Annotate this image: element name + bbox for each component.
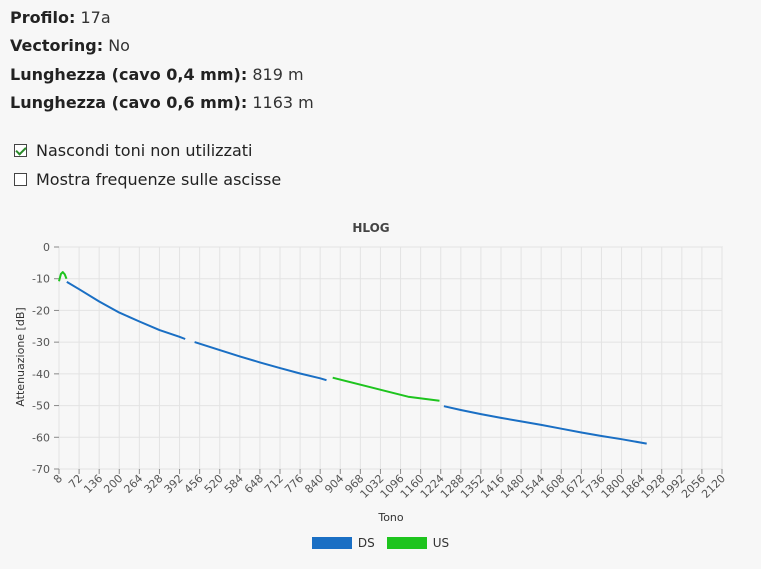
- series-line-ds: [443, 405, 647, 445]
- show-frequencies-option[interactable]: Mostra frequenze sulle ascisse: [14, 170, 281, 189]
- series-line-ds: [194, 341, 327, 382]
- y-tick-label: -20: [32, 304, 50, 317]
- length-04-label: Lunghezza (cavo 0,4 mm): [10, 65, 241, 84]
- vectoring-label: Vectoring: [10, 36, 97, 55]
- y-tick-label: -10: [32, 273, 50, 286]
- x-tick-label: 712: [262, 472, 286, 496]
- hide-unused-tones-label: Nascondi toni non utilizzati: [36, 141, 253, 160]
- chart-title: HLOG: [352, 221, 389, 235]
- profile-label: Profilo: [10, 8, 69, 27]
- hide-unused-tones-option[interactable]: Nascondi toni non utilizzati: [14, 141, 252, 160]
- length-04-line: Lunghezza (cavo 0,4 mm): 819 m: [10, 65, 304, 84]
- vectoring-line: Vectoring: No: [10, 36, 130, 55]
- chart-series: [58, 271, 647, 445]
- y-axis: 0 -10 -20 -30 -40 -50 -60 -70: [32, 241, 59, 476]
- x-tick-label: 584: [222, 472, 246, 496]
- legend-swatch-ds: [311, 537, 352, 549]
- x-tick-label: 2120: [699, 472, 728, 501]
- x-tick-label: 328: [142, 472, 166, 496]
- vectoring-value: No: [108, 36, 130, 55]
- x-tick-label: 8: [51, 472, 65, 486]
- y-tick-label: -50: [32, 400, 50, 413]
- x-tick-label: 904: [322, 472, 346, 496]
- length-04-value: 819 m: [252, 65, 304, 84]
- x-tick-label: 392: [162, 472, 186, 496]
- y-tick-label: 0: [43, 241, 50, 254]
- legend-label-ds: DS: [357, 536, 375, 550]
- chart-grid: [58, 246, 723, 470]
- x-tick-label: 840: [302, 472, 326, 496]
- show-frequencies-label: Mostra frequenze sulle ascisse: [36, 170, 282, 189]
- profile-value: 17a: [80, 8, 111, 27]
- x-tick-label: 456: [182, 472, 206, 496]
- x-axis-label: Tono: [377, 511, 404, 524]
- legend-label-us: US: [432, 536, 450, 550]
- hlog-chart: HLOG 0-10-20-30-40-50-60-70 8 72136200264…: [14, 221, 728, 524]
- y-tick-label: -30: [32, 336, 50, 349]
- legend-item-ds[interactable]: DS: [311, 536, 375, 550]
- legend-item-us[interactable]: US: [386, 536, 450, 550]
- hide-unused-tones-checkbox[interactable]: [14, 144, 27, 157]
- plot-area: [58, 246, 723, 470]
- x-tick-label: 648: [242, 472, 266, 496]
- x-tick-label: 200: [101, 472, 125, 496]
- x-tick-label: 136: [81, 472, 105, 496]
- y-tick-label: -60: [32, 431, 50, 444]
- x-tick-label: 776: [282, 472, 306, 496]
- y-tick-label: -70: [32, 463, 50, 476]
- length-06-label: Lunghezza (cavo 0,6 mm): [10, 93, 241, 112]
- series-line-ds: [66, 281, 186, 340]
- x-tick-label: 264: [121, 472, 145, 496]
- legend-swatch-us: [386, 537, 427, 549]
- series-line-us: [332, 376, 440, 402]
- chart-legend: DS US: [0, 536, 761, 550]
- profile-line: Profilo: 17a: [10, 8, 111, 27]
- length-06-line: Lunghezza (cavo 0,6 mm): 1163 m: [10, 93, 314, 112]
- series-line-us: [58, 271, 68, 282]
- length-06-value: 1163 m: [252, 93, 314, 112]
- x-tick-label: 520: [202, 472, 226, 496]
- x-axis: 8 721362002643283924565205846487127768409…: [51, 469, 728, 501]
- show-frequencies-checkbox[interactable]: [14, 173, 27, 186]
- y-axis-label: Attenuazione [dB]: [14, 307, 27, 406]
- y-tick-label: -40: [32, 368, 50, 381]
